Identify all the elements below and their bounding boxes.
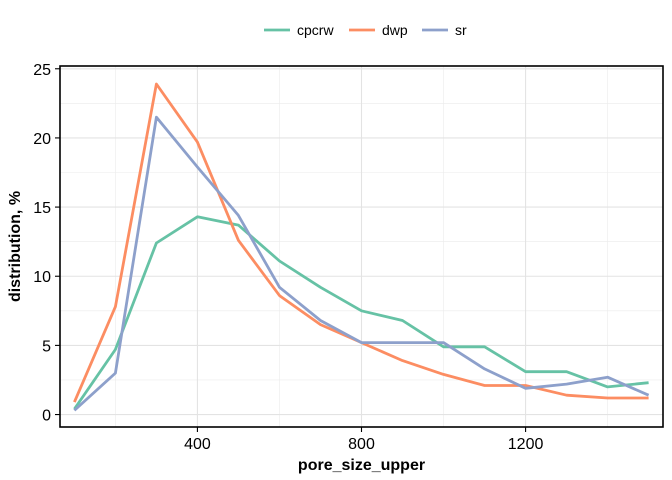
x-tick-label: 400 [184, 436, 211, 453]
legend-label-cpcrw: cpcrw [297, 22, 334, 38]
major-gridlines [60, 66, 663, 427]
x-tick-label: 1200 [508, 436, 544, 453]
x-tick-label: 800 [348, 436, 375, 453]
y-axis-title: distribution, % [7, 191, 24, 302]
series-line-cpcrw [73, 215, 649, 410]
y-tick-label: 0 [42, 408, 51, 425]
y-tick-label: 25 [33, 62, 51, 79]
y-tick-label: 10 [33, 269, 51, 286]
legend-item-cpcrw: cpcrw [264, 22, 334, 38]
legend-item-dwp: dwp [349, 22, 408, 38]
y-axis-ticks: 0 5 10 15 20 25 [33, 62, 60, 425]
x-axis-ticks: 400 800 1200 [184, 427, 543, 453]
y-tick-label: 5 [42, 338, 51, 355]
legend-item-sr: sr [422, 22, 467, 38]
y-tick-label: 15 [33, 200, 51, 217]
series-line-sr [73, 115, 650, 412]
legend-label-dwp: dwp [382, 22, 408, 38]
x-axis-title: pore_size_upper [298, 457, 425, 474]
legend: cpcrw dwp sr [264, 22, 467, 38]
y-tick-label: 20 [33, 131, 51, 148]
series-lines [73, 82, 650, 412]
legend-label-sr: sr [455, 22, 467, 38]
